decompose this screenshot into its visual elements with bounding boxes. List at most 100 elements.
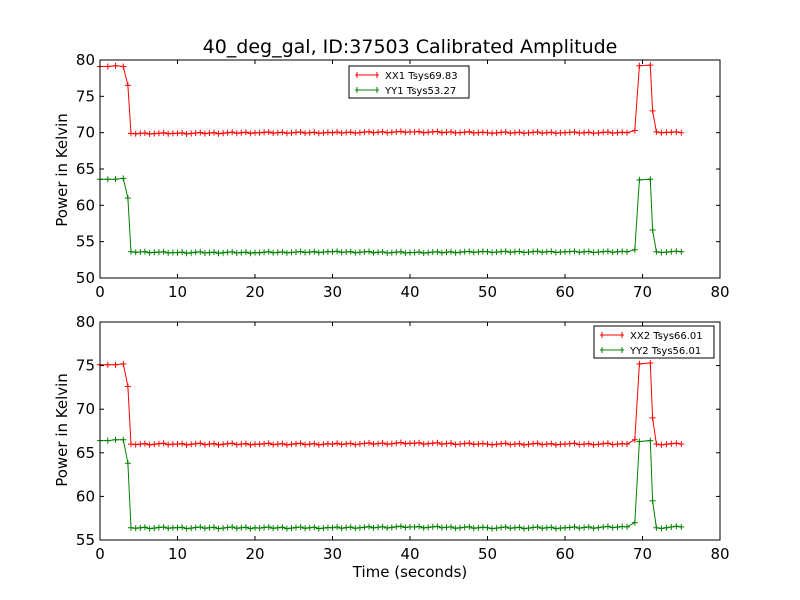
data-point: [366, 523, 372, 530]
legend-marker: [601, 332, 623, 338]
data-point: [534, 248, 541, 255]
data-point: [484, 441, 491, 448]
data-point: [678, 523, 685, 530]
x-tick-label: 70: [633, 283, 652, 301]
data-point: [534, 129, 541, 135]
x-tick-label: 20: [245, 545, 264, 563]
y-tick-label: 55: [76, 233, 95, 251]
data-point: [141, 440, 148, 447]
legend: XX1 Tsys69.83 YY1 Tsys53.27: [348, 65, 470, 99]
data-point: [242, 249, 249, 256]
series-1: [97, 360, 685, 448]
data-point: [636, 438, 643, 445]
y-tick-label: 65: [76, 444, 95, 462]
data-point: [388, 440, 395, 447]
data-point: [242, 524, 249, 531]
data-point: [590, 525, 597, 532]
data-point: [397, 128, 404, 135]
data-point: [120, 436, 127, 443]
data-point: [489, 441, 496, 448]
series-line: [100, 177, 682, 254]
x-tick-label: 30: [323, 283, 342, 301]
data-point: [297, 248, 304, 255]
data-point: [393, 523, 400, 530]
data-point: [448, 440, 454, 447]
data-point: [247, 441, 254, 448]
data-point: [366, 439, 372, 446]
data-point: [624, 129, 630, 136]
data-point: [624, 248, 630, 255]
data-point: [279, 129, 286, 136]
data-point: [585, 129, 592, 136]
data-point: [614, 524, 621, 531]
legend-item: XX2 Tsys66.01: [600, 331, 703, 342]
data-point: [678, 129, 685, 136]
data-point: [604, 248, 611, 255]
data-point: [179, 524, 186, 531]
legend-item: YY1 Tsys53.27: [355, 86, 456, 97]
data-point: [434, 248, 441, 255]
data-point: [663, 524, 670, 531]
data-point: [673, 440, 680, 447]
data-point: [297, 129, 304, 135]
data-point: [636, 176, 643, 183]
data-point: [647, 62, 654, 69]
data-point: [347, 524, 354, 531]
data-point: [647, 437, 654, 444]
y-tick-label: 75: [76, 357, 95, 375]
data-point: [493, 525, 500, 532]
data-point: [571, 129, 578, 135]
data-point: [320, 525, 327, 532]
data-point: [347, 248, 354, 255]
data-point: [502, 129, 509, 135]
legend: XX2 Tsys66.01 YY2 Tsys56.01: [593, 325, 715, 359]
data-point: [416, 523, 423, 530]
data-point: [649, 497, 656, 504]
data-point: [242, 129, 249, 136]
legend-label: XX2 Tsys66.01: [630, 331, 703, 342]
data-point: [397, 248, 404, 255]
data-point: [112, 62, 119, 69]
data-point: [334, 248, 341, 255]
data-point: [197, 524, 204, 530]
data-point: [466, 523, 473, 530]
data-point: [379, 523, 386, 530]
legend-marker: [356, 87, 378, 93]
data-point: [141, 524, 148, 531]
data-point: [197, 440, 204, 447]
data-point: [673, 128, 680, 135]
legend-marker: [356, 72, 378, 78]
data-point: [502, 248, 509, 255]
data-point: [534, 524, 541, 530]
series-line: [100, 362, 682, 446]
data-point: [141, 130, 148, 136]
bottom-plot-ylabel: Power in Kelvin: [53, 373, 71, 487]
data-point: [104, 63, 111, 70]
data-point: [636, 62, 643, 69]
legend-box: [348, 65, 470, 99]
data-point: [566, 524, 573, 531]
data-point: [215, 441, 222, 448]
data-point: [179, 129, 186, 136]
data-point: [525, 525, 532, 532]
series-2: [97, 436, 685, 532]
data-point: [361, 440, 368, 447]
data-point: [329, 129, 336, 136]
data-point: [338, 525, 345, 532]
data-point: [352, 525, 359, 532]
data-point: [211, 129, 217, 136]
data-point: [311, 440, 318, 447]
data-point: [265, 248, 272, 255]
y-tick-label: 60: [76, 196, 95, 214]
data-point: [211, 440, 217, 447]
data-point: [624, 523, 630, 530]
data-point: [288, 525, 295, 532]
data-point: [151, 525, 158, 532]
data-point: [188, 525, 195, 532]
data-point: [311, 524, 318, 531]
x-tick-label: 80: [710, 283, 729, 301]
data-point: [516, 129, 523, 136]
data-point: [334, 129, 341, 135]
data-point: [397, 439, 404, 446]
